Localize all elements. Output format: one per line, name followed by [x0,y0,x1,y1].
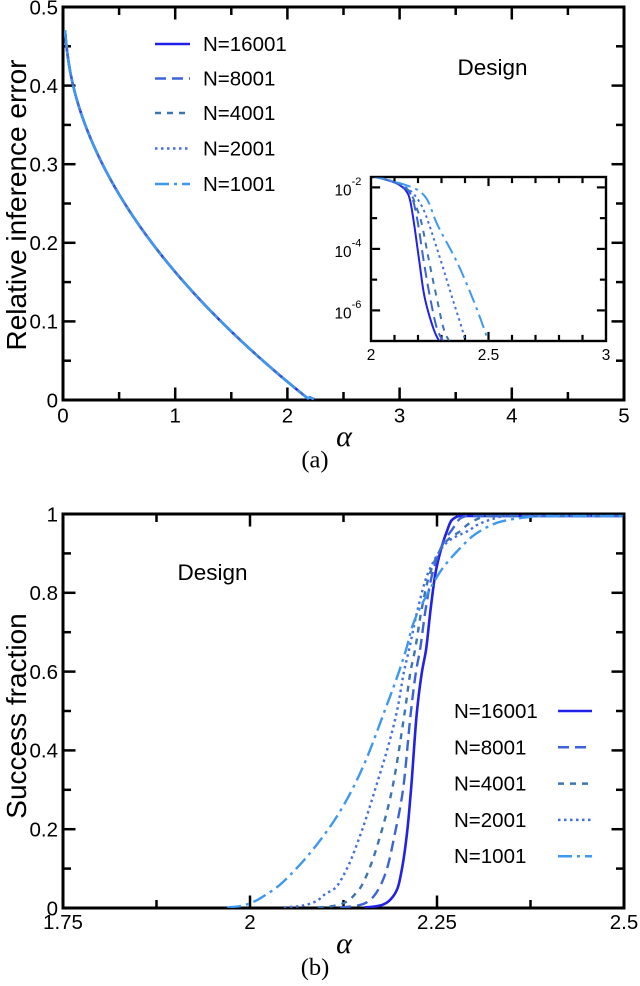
svg-text:0.1: 0.1 [30,311,59,334]
svg-text:1: 1 [169,405,180,428]
svg-text:2: 2 [367,347,376,364]
svg-text:N=16001: N=16001 [203,33,287,56]
svg-text:1.75: 1.75 [43,911,83,934]
svg-text:Design: Design [457,55,527,80]
svg-text:(b): (b) [301,954,330,981]
svg-text:N=8001: N=8001 [454,736,526,759]
svg-text:2.5: 2.5 [610,911,639,934]
svg-text:0: 0 [47,389,58,412]
svg-text:N=4001: N=4001 [203,102,275,125]
svg-text:N=8001: N=8001 [203,68,275,91]
svg-text:(a): (a) [301,447,328,474]
svg-text:Design: Design [177,560,247,585]
svg-text:α: α [336,927,353,960]
svg-text:4: 4 [506,405,517,428]
svg-text:0.2: 0.2 [30,819,59,842]
svg-text:N=16001: N=16001 [454,700,538,723]
svg-text:2.5: 2.5 [478,347,499,364]
svg-text:0.6: 0.6 [30,661,59,684]
svg-text:α: α [336,420,353,453]
svg-text:5: 5 [618,405,629,428]
svg-text:0.8: 0.8 [30,582,59,605]
svg-text:N=2001: N=2001 [203,138,275,161]
svg-text:0.2: 0.2 [30,232,59,255]
svg-text:N=4001: N=4001 [454,773,526,796]
svg-text:0: 0 [57,405,68,428]
svg-text:2: 2 [282,405,293,428]
svg-text:0.4: 0.4 [30,740,59,763]
svg-text:Relative inference error: Relative inference error [1,59,32,350]
svg-text:N=2001: N=2001 [454,809,526,832]
svg-text:N=1001: N=1001 [203,173,275,196]
svg-text:Success fraction: Success fraction [1,613,32,818]
svg-text:N=1001: N=1001 [454,845,526,868]
svg-text:2: 2 [244,911,255,934]
svg-text:0.3: 0.3 [30,154,59,177]
svg-text:1: 1 [47,503,58,526]
svg-text:0.4: 0.4 [30,75,59,98]
svg-text:2.25: 2.25 [417,911,457,934]
svg-text:0: 0 [47,897,58,920]
svg-text:3: 3 [602,347,611,364]
svg-text:0.5: 0.5 [30,0,59,19]
svg-text:3: 3 [394,405,405,428]
